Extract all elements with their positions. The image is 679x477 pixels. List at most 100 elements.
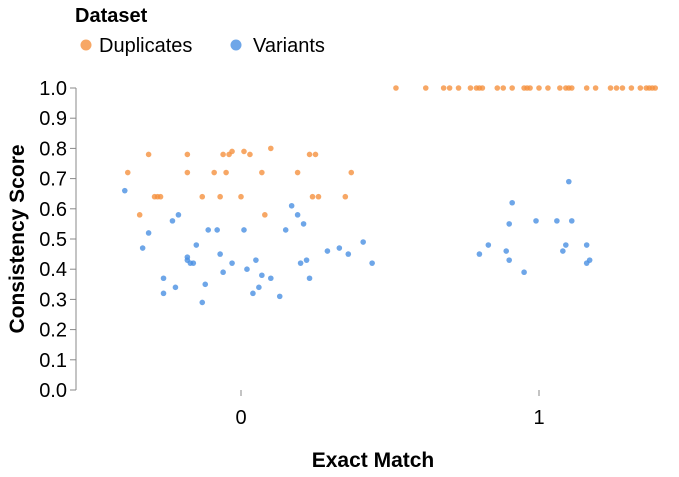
data-point-variants xyxy=(360,239,366,245)
data-point-variants xyxy=(190,260,197,266)
data-point-variants xyxy=(172,284,179,291)
data-point-variants xyxy=(563,242,569,248)
data-point-duplicates xyxy=(467,85,474,91)
data-point-variants xyxy=(202,281,209,288)
data-point-duplicates xyxy=(479,85,486,91)
data-point-variants xyxy=(586,257,593,263)
data-point-duplicates xyxy=(294,169,301,176)
data-point-duplicates xyxy=(184,151,191,158)
data-point-variants xyxy=(193,242,200,248)
y-tick-label: 0.7 xyxy=(39,169,67,191)
data-point-duplicates xyxy=(583,85,590,91)
data-point-duplicates xyxy=(619,85,626,91)
data-point-duplicates xyxy=(136,212,143,218)
legend-swatch-variants xyxy=(230,39,242,51)
y-tick-label: 0.4 xyxy=(39,259,67,281)
data-point-duplicates xyxy=(348,169,355,176)
data-point-variants xyxy=(485,242,492,248)
data-point-variants xyxy=(282,227,289,233)
data-point-duplicates xyxy=(124,169,131,176)
data-point-duplicates xyxy=(652,85,659,91)
y-tick-label: 0.0 xyxy=(39,380,67,402)
data-point-duplicates xyxy=(342,193,349,200)
data-point-duplicates xyxy=(440,85,447,91)
data-point-variants xyxy=(568,218,575,224)
data-point-duplicates xyxy=(592,85,599,91)
data-point-duplicates xyxy=(455,85,462,91)
data-point-variants xyxy=(214,227,220,233)
data-point-duplicates xyxy=(262,212,268,218)
y-tick-label: 0.3 xyxy=(39,289,67,311)
data-point-duplicates xyxy=(557,85,563,91)
data-point-duplicates xyxy=(315,193,322,200)
data-point-duplicates xyxy=(637,85,644,91)
data-point-variants xyxy=(509,199,515,206)
data-point-variants xyxy=(533,218,539,224)
data-point-duplicates xyxy=(545,85,551,91)
data-point-duplicates xyxy=(157,193,164,200)
data-point-duplicates xyxy=(422,85,429,91)
y-tick-label: 0.8 xyxy=(39,138,67,160)
data-point-variants xyxy=(554,218,560,224)
data-point-duplicates xyxy=(223,169,229,176)
data-point-variants xyxy=(300,221,307,227)
data-point-variants xyxy=(560,248,566,254)
data-point-variants xyxy=(139,245,146,251)
data-point-duplicates xyxy=(184,169,191,176)
y-tick-label: 0.9 xyxy=(39,108,67,130)
data-point-duplicates xyxy=(500,85,507,91)
data-point-variants xyxy=(160,275,167,282)
data-point-variants xyxy=(160,290,167,297)
y-tick-label: 0.5 xyxy=(39,229,67,251)
data-point-variants xyxy=(276,293,283,300)
data-point-variants xyxy=(217,251,223,257)
data-point-duplicates xyxy=(268,145,274,152)
data-point-duplicates xyxy=(607,85,614,91)
data-point-duplicates xyxy=(220,151,226,158)
data-point-duplicates xyxy=(527,85,533,91)
y-tick-label: 0.6 xyxy=(39,199,67,221)
data-point-duplicates xyxy=(217,193,223,200)
data-point-variants xyxy=(345,251,352,257)
data-point-duplicates xyxy=(199,193,206,200)
y-tick-label: 1.0 xyxy=(39,78,67,100)
data-point-duplicates xyxy=(568,85,575,91)
data-point-variants xyxy=(336,245,343,251)
data-point-duplicates xyxy=(211,169,217,176)
legend-label-variants: Variants xyxy=(253,35,325,57)
data-point-variants xyxy=(303,257,310,263)
data-point-variants xyxy=(205,227,212,233)
data-point-duplicates xyxy=(393,85,399,91)
data-point-variants xyxy=(175,212,182,218)
data-point-variants xyxy=(253,257,259,263)
data-point-variants xyxy=(324,248,331,254)
data-point-variants xyxy=(506,257,512,263)
data-point-variants xyxy=(521,269,527,276)
data-point-duplicates xyxy=(312,151,319,158)
y-axis: 0.0 0.1 0.2 0.3 0.4 0.5 0.6 0.7 0.8 0.9 1.0 xyxy=(39,78,77,402)
data-point-variants xyxy=(306,275,313,282)
data-point-variants xyxy=(288,202,295,209)
data-point-duplicates xyxy=(247,151,253,158)
data-point-variants xyxy=(121,187,128,194)
data-point-variants xyxy=(268,275,274,282)
data-point-variants xyxy=(369,260,375,266)
data-point-variants xyxy=(229,260,235,266)
data-point-duplicates xyxy=(145,151,152,158)
data-point-variants xyxy=(244,266,250,273)
y-tick-label: 0.2 xyxy=(39,320,67,342)
data-point-variants xyxy=(583,242,590,248)
x-axis-title: Exact Match xyxy=(312,449,435,472)
data-point-duplicates xyxy=(238,193,244,200)
data-point-duplicates xyxy=(536,85,542,91)
legend-label-duplicates: Duplicates xyxy=(99,35,192,57)
points-layer xyxy=(121,85,659,306)
data-point-duplicates xyxy=(509,85,515,91)
data-point-variants xyxy=(256,284,262,291)
data-point-variants xyxy=(220,269,226,276)
data-point-duplicates xyxy=(628,85,635,91)
data-point-duplicates xyxy=(613,85,620,91)
data-point-duplicates xyxy=(229,148,235,155)
